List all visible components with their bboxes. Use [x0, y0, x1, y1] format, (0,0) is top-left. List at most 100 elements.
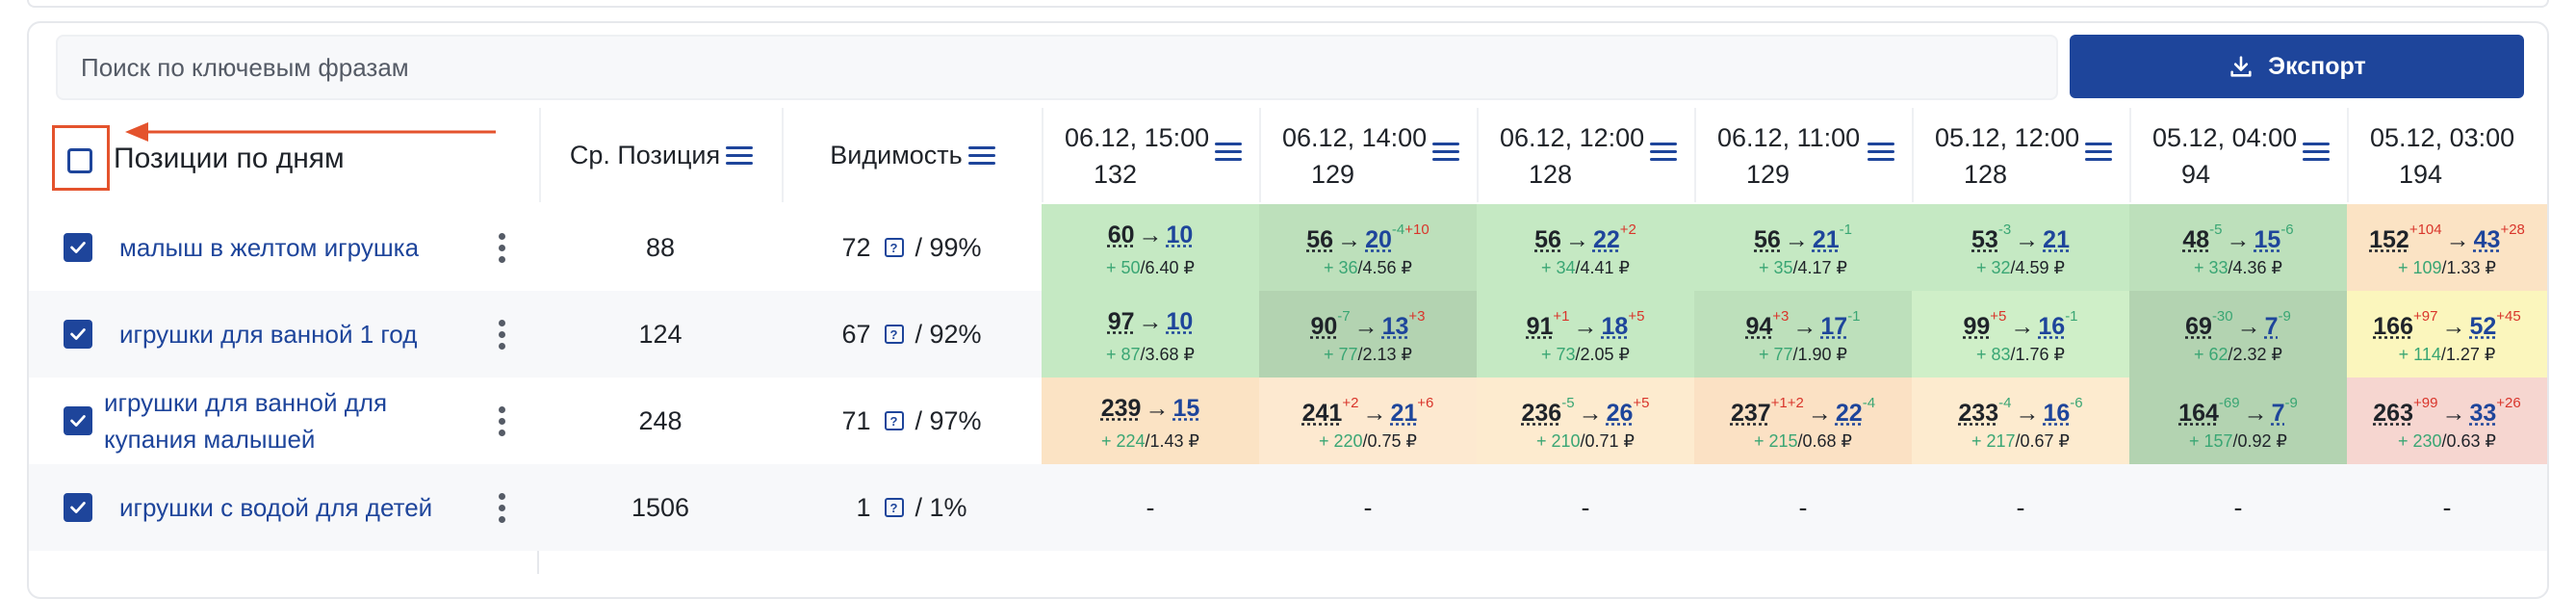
position-cell[interactable]: 233-4 → 16-6 + 217/0.67 ₽ — [1912, 378, 2129, 464]
help-icon[interactable]: ? — [884, 411, 904, 430]
keyword-row[interactable]: игрушки для ванной 1 год — [29, 291, 539, 378]
to-position[interactable]: 10 — [1166, 221, 1194, 248]
to-position[interactable]: 20 — [1365, 226, 1392, 253]
position-cell[interactable]: 56 → 20-4+10 + 36/4.56 ₽ — [1259, 204, 1477, 291]
check-icon — [70, 328, 86, 340]
to-position[interactable]: 22 — [1592, 226, 1620, 253]
date-column-header[interactable]: 05.12, 12:00 128 — [1912, 108, 2129, 202]
position-cell[interactable]: - — [2347, 464, 2547, 551]
to-position[interactable]: 52 — [2469, 313, 2497, 340]
more-options-icon[interactable] — [499, 405, 506, 436]
date-column-header[interactable]: 06.12, 15:00 132 — [1042, 108, 1259, 202]
sort-menu-icon[interactable] — [1650, 143, 1677, 161]
to-position[interactable]: 7 — [2264, 313, 2279, 340]
keyword-checkbox[interactable] — [64, 320, 92, 349]
to-position[interactable]: 21 — [2043, 226, 2070, 253]
position-gain: + 77 — [1323, 345, 1358, 364]
keyword-row[interactable]: игрушки для ванной для купания малышей — [29, 378, 539, 464]
to-position[interactable]: 33 — [2469, 400, 2497, 427]
keyword-checkbox[interactable] — [64, 406, 92, 435]
gain-cost: + 87/3.68 ₽ — [1042, 345, 1259, 365]
sort-menu-icon[interactable] — [967, 145, 995, 165]
help-icon[interactable]: ? — [884, 238, 904, 257]
to-position[interactable]: 16 — [2038, 313, 2066, 340]
position-cell[interactable]: 241+2 → 21+6 + 220/0.75 ₽ — [1259, 378, 1477, 464]
to-position[interactable]: 17 — [1820, 313, 1848, 340]
avg-position-header[interactable]: Ср. Позиция — [539, 108, 782, 202]
position-cell[interactable]: 53-3 → 21 + 32/4.59 ₽ — [1912, 204, 2129, 291]
keyword-label[interactable]: игрушки для ванной 1 год — [119, 320, 418, 349]
position-cell[interactable]: 91+1 → 18+5 + 73/2.05 ₽ — [1477, 291, 1694, 378]
export-button[interactable]: Экспорт — [2070, 35, 2524, 98]
position-cell[interactable]: 166+97 → 52+45 + 114/1.27 ₽ — [2347, 291, 2547, 378]
position-cell[interactable]: 99+5 → 16-1 + 83/1.76 ₽ — [1912, 291, 2129, 378]
help-icon[interactable]: ? — [884, 498, 904, 517]
sort-menu-icon[interactable] — [1868, 143, 1894, 161]
to-position[interactable]: 21 — [1812, 226, 1840, 253]
to-delta: -1 — [1847, 308, 1861, 325]
to-position[interactable]: 15 — [2254, 226, 2281, 253]
position-cell[interactable]: 237+1+2 → 22-4 + 215/0.68 ₽ — [1694, 378, 1912, 464]
to-position[interactable]: 10 — [1166, 308, 1194, 335]
to-position[interactable]: 18 — [1601, 313, 1629, 340]
position-cell[interactable]: 236-5 → 26+5 + 210/0.71 ₽ — [1477, 378, 1694, 464]
position-cell[interactable]: 164-69 → 7-9 + 157/0.92 ₽ — [2129, 378, 2347, 464]
to-position[interactable]: 21 — [1390, 400, 1418, 427]
position-cell[interactable]: 56 → 22+2 + 34/4.41 ₽ — [1477, 204, 1694, 291]
keyword-checkbox[interactable] — [64, 233, 92, 262]
position-cell[interactable]: - — [1259, 464, 1477, 551]
position-cell[interactable]: 94+3 → 17-1 + 77/1.90 ₽ — [1694, 291, 1912, 378]
position-cell[interactable]: - — [1694, 464, 1912, 551]
position-cell[interactable]: - — [2129, 464, 2347, 551]
keyword-row[interactable]: малыш в желтом игрушка — [29, 204, 539, 291]
more-options-icon[interactable] — [499, 319, 506, 350]
date-column-header[interactable]: 05.12, 03:00 194 — [2347, 108, 2547, 202]
date-header-count: 94 — [2181, 160, 2211, 189]
to-position[interactable]: 43 — [2473, 226, 2501, 253]
arrow-right-icon: → — [2441, 400, 2466, 427]
keyword-label[interactable]: игрушки с водой для детей — [119, 493, 433, 522]
sort-menu-icon[interactable] — [726, 145, 754, 165]
position-cell[interactable]: 90-7 → 13+3 + 77/2.13 ₽ — [1259, 291, 1477, 378]
search-input[interactable]: Поиск по ключевым фразам — [56, 35, 2058, 100]
keyword-label[interactable]: игрушки для ванной для купания малышей — [104, 388, 388, 454]
avg-position-header-label: Ср. Позиция — [569, 140, 721, 169]
to-position[interactable]: 16 — [2043, 400, 2071, 427]
select-all-checkbox[interactable] — [67, 148, 92, 173]
arrow-right-icon: → — [2010, 313, 2035, 340]
to-position[interactable]: 7 — [2271, 400, 2285, 427]
position-cell[interactable]: 48-5 → 15-6 + 33/4.36 ₽ — [2129, 204, 2347, 291]
keyword-checkbox[interactable] — [64, 493, 92, 522]
position-cell[interactable]: 152+104 → 43+28 + 109/1.33 ₽ — [2347, 204, 2547, 291]
help-icon[interactable]: ? — [884, 325, 904, 344]
keyword-row[interactable]: игрушки с водой для детей — [29, 464, 539, 551]
sort-menu-icon[interactable] — [2085, 143, 2112, 161]
position-cell[interactable]: 56 → 21-1 + 35/4.17 ₽ — [1694, 204, 1912, 291]
position-cell[interactable]: 60 → 10 + 50/6.40 ₽ — [1042, 204, 1259, 291]
position-cell[interactable]: 239 → 15 + 224/1.43 ₽ — [1042, 378, 1259, 464]
date-column-header[interactable]: 06.12, 11:00 129 — [1694, 108, 1912, 202]
position-cell[interactable]: - — [1042, 464, 1259, 551]
more-options-icon[interactable] — [499, 232, 506, 263]
keyword-label[interactable]: малыш в желтом игрушка — [119, 233, 420, 262]
sort-menu-icon[interactable] — [1215, 143, 1242, 161]
sort-menu-icon[interactable] — [2303, 143, 2330, 161]
position-cell[interactable]: - — [1912, 464, 2129, 551]
date-column-header[interactable]: 05.12, 04:00 94 — [2129, 108, 2347, 202]
position-cell[interactable]: 97 → 10 + 87/3.68 ₽ — [1042, 291, 1259, 378]
to-position[interactable]: 26 — [1606, 400, 1634, 427]
position-cell[interactable]: 69-30 → 7-9 + 62/2.32 ₽ — [2129, 291, 2347, 378]
visibility-header[interactable]: Видимость — [782, 108, 1042, 202]
to-position[interactable]: 13 — [1381, 313, 1409, 340]
more-options-icon[interactable] — [499, 492, 506, 523]
arrow-right-icon: → — [2441, 313, 2466, 340]
position-gain: + 210 — [1535, 431, 1581, 451]
to-position[interactable]: 15 — [1172, 395, 1200, 422]
sort-menu-icon[interactable] — [1432, 143, 1459, 161]
position-change: 99+5 → 16-1 — [1912, 308, 2129, 341]
date-column-header[interactable]: 06.12, 14:00 129 — [1259, 108, 1477, 202]
to-position[interactable]: 22 — [1835, 400, 1863, 427]
date-column-header[interactable]: 06.12, 12:00 128 — [1477, 108, 1694, 202]
position-cell[interactable]: - — [1477, 464, 1694, 551]
position-cell[interactable]: 263+99 → 33+26 + 230/0.63 ₽ — [2347, 378, 2547, 464]
